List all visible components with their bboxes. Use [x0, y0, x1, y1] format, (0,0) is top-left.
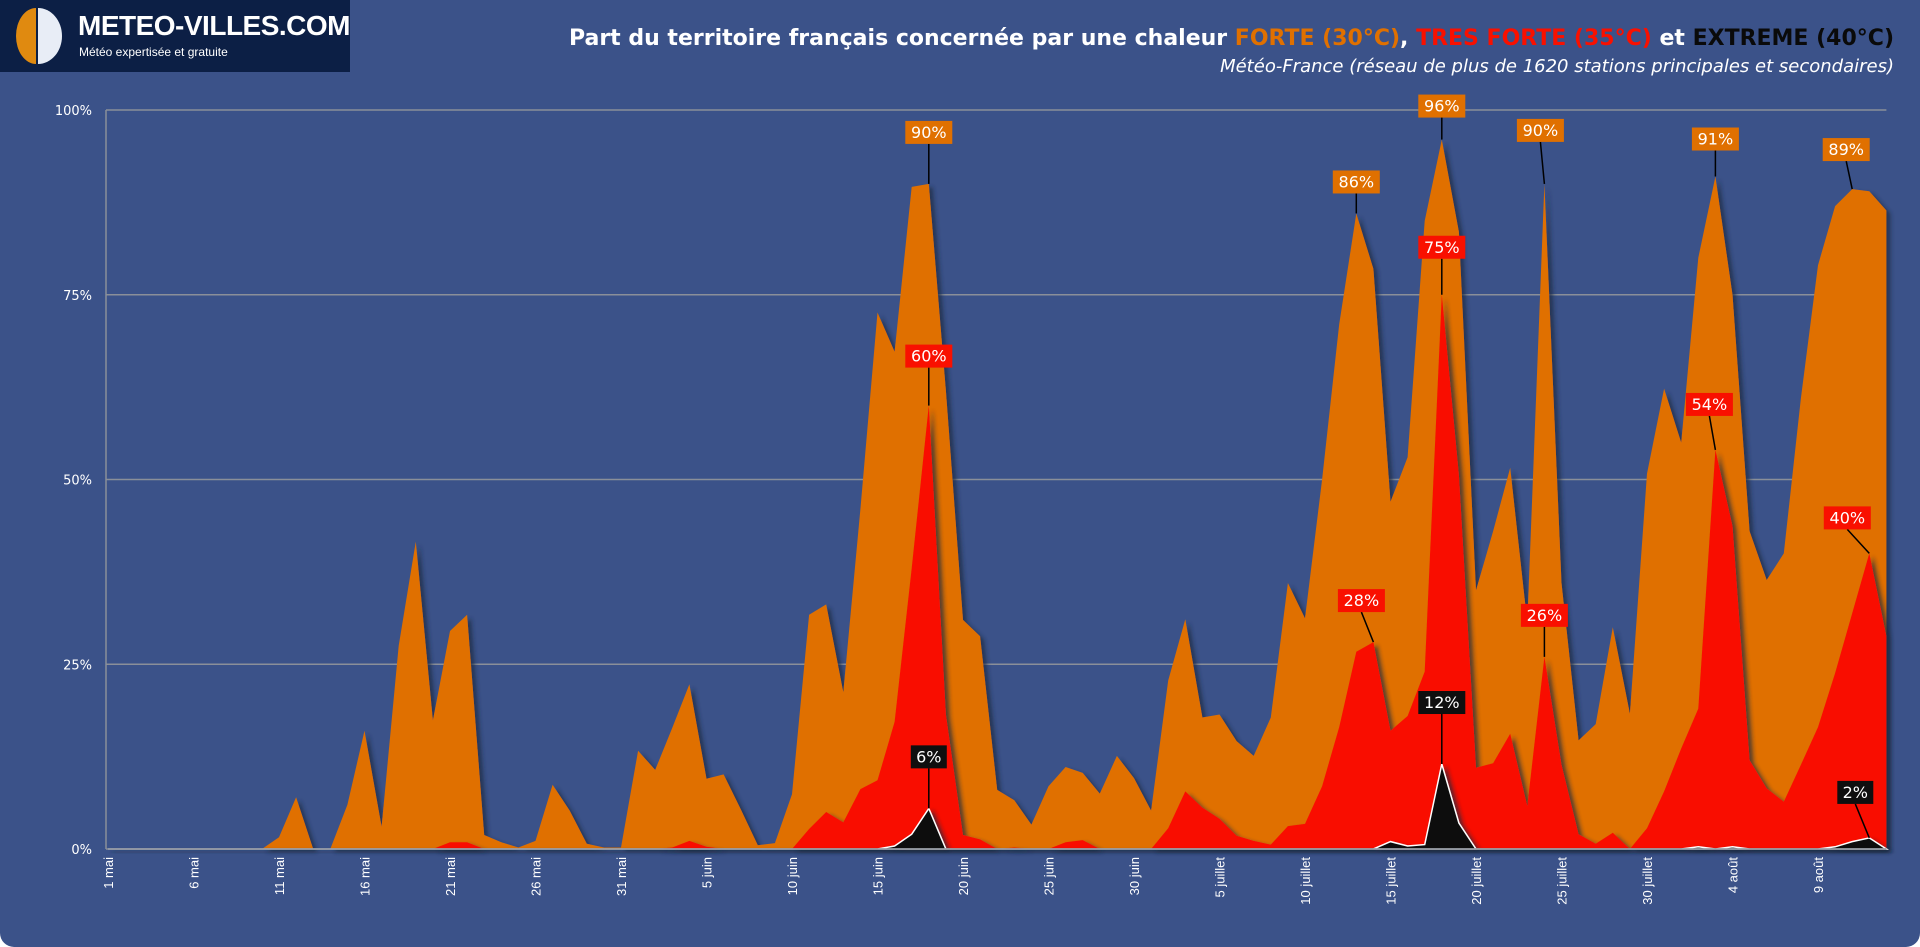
- x-tick-label: 30 juin: [1127, 857, 1142, 895]
- x-tick-label: 20 juin: [956, 857, 971, 895]
- x-tick-label: 5 juillet: [1213, 857, 1228, 898]
- y-tick-label: 75%: [63, 289, 92, 304]
- area-forte: [108, 139, 1887, 850]
- annotation-box: [905, 344, 953, 368]
- series-areas: [108, 139, 1889, 850]
- logo-sun-icon: [16, 8, 62, 64]
- annotation-box: [1516, 118, 1564, 142]
- x-tick-label: 20 juillet: [1469, 857, 1484, 905]
- annotation-label: 90%: [1523, 121, 1559, 140]
- x-tick-label: 4 août: [1726, 857, 1741, 894]
- annotation-label: 86%: [1339, 172, 1375, 191]
- annotation-box: [1418, 235, 1466, 259]
- annotations: 90% 86% 96% 90% 91% 89% 60% 28% 75% 26% 54% 40% 6% 12…: [905, 94, 1874, 839]
- annotation-label: 89%: [1828, 140, 1864, 159]
- annotation-box: [1822, 138, 1870, 162]
- annotation-box: [1685, 392, 1733, 416]
- title-tres-forte: TRES FORTE (35°C): [1416, 26, 1652, 51]
- annotation-box: [1418, 94, 1466, 118]
- annotation-box: [1823, 506, 1871, 530]
- annotation-box: [1837, 780, 1874, 804]
- logo-tagline: Météo expertisée et gratuite: [79, 45, 228, 59]
- x-tick-label: 15 juillet: [1384, 857, 1399, 905]
- annotation-label: 26%: [1527, 606, 1563, 625]
- annotation-leader: [1854, 803, 1870, 839]
- annotation-label: 54%: [1692, 395, 1728, 414]
- annotation-label: 12%: [1424, 693, 1460, 712]
- annotation-label: 40%: [1830, 508, 1866, 527]
- title-prefix: Part du territoire français concernée pa…: [568, 26, 1235, 51]
- annotation-leader: [1846, 528, 1870, 554]
- title-forte: FORTE (30°C): [1234, 26, 1401, 51]
- x-tick-label: 10 juillet: [1298, 857, 1313, 905]
- annotation-box: [1418, 691, 1466, 715]
- x-tick-label: 16 mai: [358, 857, 373, 896]
- x-tick-label: 11 mai: [272, 857, 287, 895]
- x-tick-label: 21 mai: [443, 857, 458, 896]
- annotation-box: [1691, 127, 1739, 151]
- logo-name: METEO-VILLES.COM: [78, 10, 351, 41]
- annotation-label: 2%: [1843, 783, 1868, 802]
- x-tick-label: 30 juillet: [1640, 857, 1655, 905]
- x-tick-label: 25 juillet: [1555, 857, 1570, 905]
- y-tick-label: 50%: [63, 474, 92, 489]
- x-tick-label: 31 mai: [614, 857, 629, 896]
- annotation-box: [905, 120, 953, 144]
- y-tick-label: 0%: [71, 843, 92, 858]
- annotation-box: [910, 745, 947, 769]
- x-tick-label: 25 juin: [1042, 857, 1057, 895]
- x-tick-label: 15 juin: [871, 857, 886, 895]
- chart-title: Part du territoire français concernée pa…: [569, 26, 1894, 51]
- annotation-box: [1520, 603, 1568, 627]
- annotation-label: 91%: [1698, 130, 1734, 149]
- x-tick-label: 9 août: [1811, 857, 1826, 894]
- title-sep: ,: [1400, 26, 1417, 51]
- chart-subtitle: Météo-France (réseau de plus de 1620 sta…: [1220, 56, 1894, 77]
- x-tick-label: 10 juin: [785, 857, 800, 895]
- y-tick-label: 25%: [63, 658, 92, 673]
- x-tick-label: 6 mai: [187, 857, 202, 889]
- x-tick-label: 5 juin: [700, 857, 715, 888]
- annotation-leader: [1360, 611, 1375, 643]
- x-tick-label: 1 mai: [101, 857, 116, 889]
- annotation-label: 6%: [916, 747, 941, 766]
- annotation-leader: [1539, 141, 1546, 184]
- annotation-label: 28%: [1344, 591, 1380, 610]
- title-extreme: EXTREME (40°C): [1692, 26, 1894, 51]
- annotation-label: 96%: [1424, 97, 1460, 116]
- annotation-label: 75%: [1424, 238, 1460, 257]
- y-tick-label: 100%: [55, 104, 92, 119]
- grid: [106, 109, 1887, 665]
- annotation-label: 60%: [911, 347, 947, 366]
- annotation-leader: [1708, 415, 1717, 451]
- logo: METEO-VILLES.COM Météo expertisée et gra…: [0, 0, 351, 72]
- title-sep: et: [1651, 26, 1693, 51]
- axes: 0% 25% 50% 75% 100% 1 mai 6 mai 11 mai 16 mai 21 …: [55, 104, 1887, 905]
- annotation-box: [1332, 170, 1380, 194]
- annotation-box: [1337, 589, 1385, 613]
- annotation-leader: [1845, 160, 1853, 190]
- x-tick-label: 26 mai: [529, 857, 544, 896]
- annotation-label: 90%: [911, 123, 947, 142]
